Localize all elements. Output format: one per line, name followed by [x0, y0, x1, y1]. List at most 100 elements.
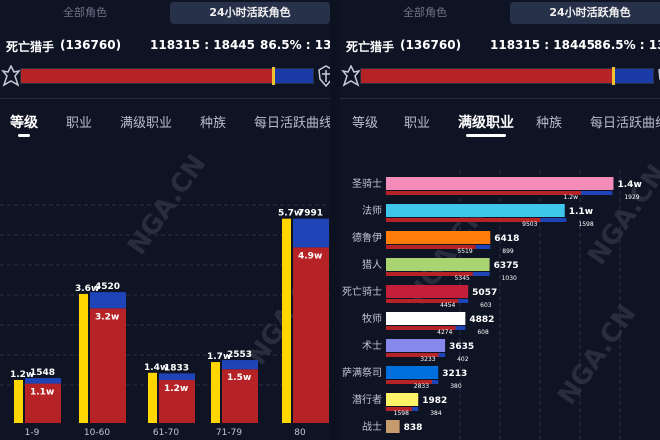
total-label: 1.4w	[144, 363, 168, 373]
horde-bar	[159, 379, 195, 423]
total-count: (136760)	[60, 38, 122, 52]
class-name-label: 术士	[362, 339, 382, 352]
total-label: 3.6w	[75, 284, 99, 294]
class-name: 死亡猎手	[346, 40, 395, 54]
faction-stats: 死亡猎手 (136760) 118315 : 18445 86.5% : 13.…	[340, 38, 660, 56]
tab-max-level-class[interactable]: 满级职业	[120, 116, 173, 131]
class-value-label: 5057	[472, 288, 497, 298]
horde-label: 4.9w	[298, 251, 322, 261]
alliance-label: 1548	[30, 368, 55, 378]
faction-ratio: 86.5% : 13.5%	[260, 38, 330, 52]
alliance-sub-bar	[472, 272, 490, 276]
ratio-track	[20, 67, 314, 85]
class-name-label: 法师	[362, 204, 382, 217]
tab-daily-activity[interactable]: 每日活跃曲线	[254, 116, 330, 131]
horde-label: 3.2w	[95, 312, 119, 322]
horde-sub-bar	[386, 245, 476, 249]
x-tick-label: 1-9	[25, 428, 40, 438]
tab-daily-activity[interactable]: 每日活跃曲线	[590, 116, 660, 131]
horde-sub-bar	[386, 218, 541, 222]
horde-bar	[25, 383, 61, 423]
tab-class[interactable]: 职业	[404, 116, 431, 131]
class-bar	[386, 312, 466, 325]
alliance-sub-label: 402	[457, 356, 469, 363]
total-label: 5.7w	[278, 209, 302, 219]
mode-tabs: 全部角色 24小时活跃角色	[340, 0, 660, 28]
alliance-sub-bar	[438, 353, 446, 357]
tab-24h-active[interactable]: 24小时活跃角色	[510, 2, 660, 24]
class-bar	[386, 177, 614, 190]
class-bar	[386, 258, 490, 271]
alliance-sub-label: 1929	[624, 194, 639, 201]
horde-sub-label: 4274	[437, 329, 452, 336]
faction-counts: 118315 : 18445	[150, 38, 255, 52]
total-label: 1.7w	[207, 352, 231, 362]
horde-bar	[222, 369, 258, 423]
total-bar	[148, 372, 157, 423]
alliance-bar	[25, 378, 61, 384]
total-bar	[211, 362, 220, 423]
class-value-label: 1.1w	[569, 207, 593, 217]
alliance-sub-bar	[411, 407, 419, 411]
horde-sub-bar	[386, 272, 473, 276]
class-name-label: 萨满祭司	[342, 367, 382, 379]
mode-tabs: 全部角色 24小时活跃角色	[0, 0, 330, 28]
horde-icon	[341, 65, 361, 87]
class-bar	[386, 393, 419, 406]
horde-share	[361, 69, 614, 83]
divider-line	[340, 98, 660, 99]
class-bar	[386, 204, 565, 217]
x-tick-label: 61-70	[153, 428, 179, 438]
class-name-label: 潜行者	[352, 393, 382, 406]
tab-all-characters[interactable]: 全部角色	[63, 6, 107, 19]
x-tick-label: 71-79	[216, 428, 242, 438]
alliance-sub-bar	[432, 380, 439, 384]
tab-race[interactable]: 种族	[200, 116, 227, 131]
horde-sub-label: 1.2w	[564, 194, 579, 201]
class-bar	[386, 366, 439, 379]
right-panel: 全部角色 24小时活跃角色 死亡猎手 (136760) 118315 : 184…	[340, 0, 660, 440]
level-chart: 1.2w15481.1w1-93.6w45203.2w10-601.4w1833…	[0, 204, 330, 438]
class-name-label: 牧师	[362, 312, 382, 325]
class-name-label: 圣骑士	[352, 177, 382, 190]
horde-bar	[293, 247, 329, 423]
tab-24h-active[interactable]: 24小时活跃角色	[170, 2, 330, 24]
total-bar	[282, 218, 291, 423]
class-value-label: 1.4w	[618, 180, 642, 190]
tab-level[interactable]: 等级	[10, 112, 38, 137]
class-value-label: 6375	[494, 261, 519, 271]
ratio-track	[360, 67, 654, 85]
alliance-sub-label: 384	[430, 410, 442, 417]
class-bar	[386, 339, 446, 352]
horde-sub-bar	[386, 299, 459, 303]
horde-sub-label: 3233	[420, 356, 435, 363]
divider-line	[0, 98, 330, 99]
tab-max-level-class[interactable]: 满级职业	[458, 112, 514, 137]
tab-class[interactable]: 职业	[66, 116, 93, 131]
class-value-label: 3635	[449, 342, 474, 352]
faction-ratio-bar	[340, 62, 660, 90]
class-value-label: 838	[404, 423, 423, 433]
alliance-bar	[293, 218, 329, 248]
alliance-icon	[318, 65, 330, 87]
horde-sub-bar	[386, 353, 439, 357]
max-level-class-chart: 1.4w 圣骑士 1.2w 1929 1.1w 法师 9503 1598 6418 德鲁伊 5519…	[342, 170, 642, 440]
pane-divider	[330, 0, 340, 440]
horde-label: 1.1w	[30, 388, 54, 398]
total-count: (136760)	[400, 38, 462, 52]
tab-all-characters[interactable]: 全部角色	[403, 6, 447, 19]
alliance-bar	[222, 360, 258, 370]
ratio-marker	[611, 67, 615, 85]
class-name-label: 死亡骑士	[342, 285, 382, 298]
horde-bar	[90, 308, 126, 423]
alliance-bar	[159, 373, 195, 380]
tab-race[interactable]: 种族	[536, 116, 563, 131]
horde-sub-label: 9503	[522, 221, 537, 228]
alliance-sub-bar	[581, 191, 613, 195]
faction-ratio: 86.5% : 13.5%	[594, 38, 660, 52]
alliance-sub-label: 1598	[578, 221, 593, 228]
tab-level[interactable]: 等级	[352, 116, 379, 131]
faction-counts: 118315 : 18445	[490, 38, 595, 52]
horde-sub-label: 2833	[414, 383, 429, 390]
horde-sub-label: 5519	[457, 248, 472, 255]
